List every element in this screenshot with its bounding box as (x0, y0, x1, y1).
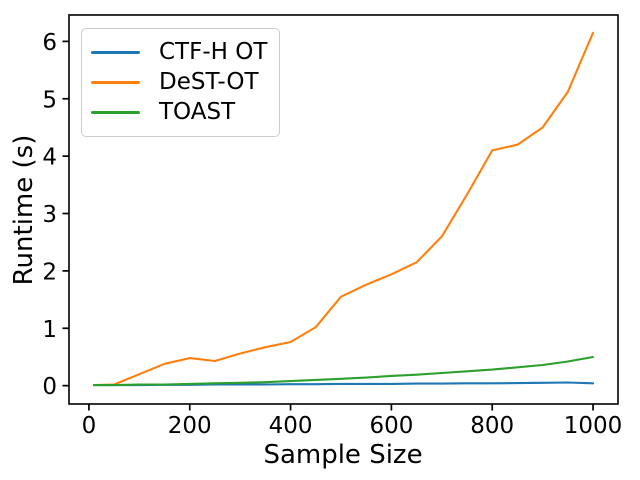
y-tick-label: 5 (42, 87, 57, 113)
x-axis-ticks: 0 200 400 600 800 1000 (82, 404, 623, 439)
x-tick-label: 1000 (564, 413, 623, 439)
series-line-dest-ot (92, 31, 595, 387)
x-tick-label: 0 (82, 413, 97, 439)
x-axis-label: Sample Size (263, 440, 422, 470)
y-tick-label: 6 (42, 30, 57, 56)
y-tick-label: 3 (42, 202, 57, 228)
y-tick-label: 1 (42, 317, 57, 343)
legend-line-swatch (91, 81, 140, 84)
series-lines (92, 31, 595, 387)
legend-line-swatch (91, 110, 140, 114)
legend-label: TOAST (159, 98, 236, 125)
x-tick-label: 800 (470, 413, 514, 439)
y-tick-label: 0 (42, 374, 57, 400)
legend-item: TOAST (91, 97, 267, 127)
x-tick-label: 200 (168, 413, 212, 439)
legend-label: DeST-OT (159, 69, 259, 95)
legend-item: DeST-OT (91, 68, 267, 98)
legend-label: CTF-H OT (159, 39, 268, 66)
y-tick-label: 4 (42, 145, 57, 171)
x-tick-label: 600 (369, 413, 413, 439)
legend: CTF-H OT DeST-OT TOAST (81, 28, 280, 137)
x-tick-label: 400 (269, 413, 313, 439)
legend-item: CTF-H OT (91, 38, 267, 68)
legend-line-swatch (91, 51, 140, 55)
y-tick-label: 2 (42, 259, 57, 285)
series-line-toast (92, 355, 595, 387)
plot-frame (68, 14, 619, 405)
y-axis-label: Runtime (s) (9, 135, 39, 286)
y-axis-ticks: 0 1 2 3 4 5 6 (42, 30, 69, 400)
